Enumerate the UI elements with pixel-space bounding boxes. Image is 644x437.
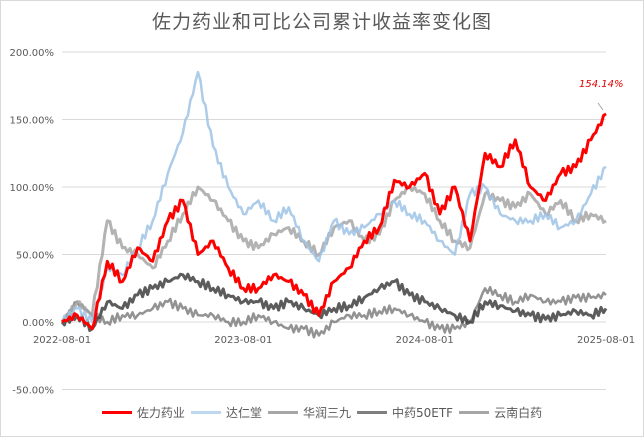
x-axis-ticks: 2022-08-01 2023-08-01 2024-08-01 2025-08-01 bbox=[33, 335, 635, 346]
series-lines bbox=[60, 70, 608, 339]
dark-gray-line-swatch-icon bbox=[356, 411, 387, 414]
x-tick-label: 2023-08-01 bbox=[214, 335, 272, 346]
x-tick-label: 2022-08-01 bbox=[33, 335, 91, 346]
series-line bbox=[60, 272, 608, 332]
x-tick-label: 2024-08-01 bbox=[396, 335, 454, 346]
gray-line-swatch-icon bbox=[267, 411, 298, 414]
y-tick-label: 150.00% bbox=[10, 116, 55, 127]
series-line bbox=[60, 70, 607, 324]
y-tick-label: 100.00% bbox=[10, 183, 55, 194]
y-tick-label: 0.00% bbox=[22, 318, 54, 329]
legend-label: 达仁堂 bbox=[225, 406, 262, 420]
series-line bbox=[61, 112, 607, 331]
legend-label: 中药50ETF bbox=[391, 406, 454, 420]
y-tick-label: 200.00% bbox=[10, 48, 55, 59]
series-line bbox=[60, 185, 607, 323]
legend-item-huarun[interactable]: 华润三九 bbox=[267, 404, 351, 421]
final-value-annotation: 154.14% bbox=[579, 79, 624, 90]
legend-item-darentang[interactable]: 达仁堂 bbox=[190, 404, 262, 421]
legend-label: 云南白药 bbox=[494, 406, 543, 420]
chart-title: 佐力药业和可比公司累计收益率变化图 bbox=[151, 11, 492, 33]
x-tick-label: 2025-08-01 bbox=[577, 335, 635, 346]
legend-label: 华润三九 bbox=[302, 406, 351, 420]
legend: 佐力药业 达仁堂 华润三九 中药50ETF 云南白药 bbox=[0, 404, 644, 421]
y-tick-label: -50.00% bbox=[12, 386, 54, 397]
light-blue-line-swatch-icon bbox=[190, 411, 221, 414]
annotation-leader-line bbox=[597, 102, 604, 111]
legend-item-zuoli[interactable]: 佐力药业 bbox=[101, 404, 185, 421]
y-axis-ticks: 200.00% 150.00% 100.00% 50.00% 0.00% -50.00% bbox=[10, 48, 55, 397]
legend-item-yunnan[interactable]: 云南白药 bbox=[459, 404, 542, 421]
series-line bbox=[60, 285, 607, 339]
gray-line-swatch-icon bbox=[459, 411, 490, 414]
legend-item-etf[interactable]: 中药50ETF bbox=[356, 404, 454, 421]
gridlines bbox=[62, 51, 606, 390]
y-tick-label: 50.00% bbox=[16, 251, 54, 262]
legend-label: 佐力药业 bbox=[136, 406, 185, 420]
red-line-swatch-icon bbox=[101, 411, 132, 414]
